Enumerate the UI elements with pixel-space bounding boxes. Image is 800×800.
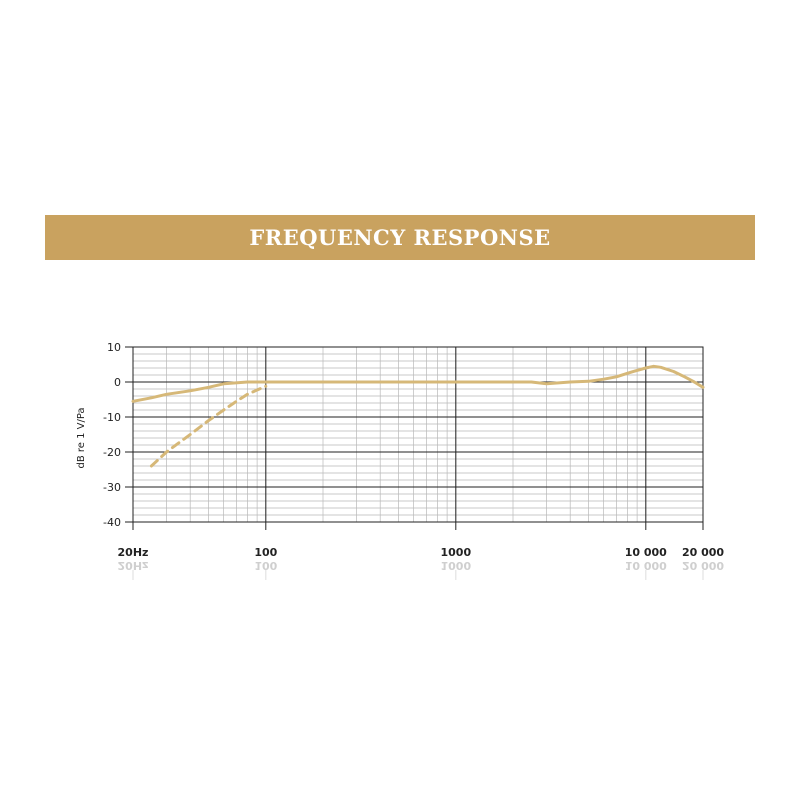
x-tick-label-reflection: 100 [254, 559, 277, 572]
series-line-solid [131, 364, 705, 403]
plot-frame [132, 346, 704, 523]
x-tick-label-reflection: 1000 [440, 559, 471, 572]
y-tick-label: -20 [103, 446, 121, 459]
x-tick-label-reflection: 10 000 [625, 559, 667, 572]
major-grid [125, 346, 704, 530]
y-axis-label: dB re 1 V/Pa [76, 407, 87, 468]
x-tick-label-reflection: 20Hz [118, 559, 149, 572]
y-tick-label: -10 [103, 411, 121, 424]
y-tick-label: 0 [114, 376, 121, 389]
header-banner: FREQUENCY RESPONSE [45, 215, 755, 260]
x-tick-label: 100 [254, 546, 277, 559]
y-tick-label: -40 [103, 516, 121, 529]
series-line-dashed [149, 384, 268, 468]
x-tick-label: 1000 [440, 546, 471, 559]
x-tick-label: 20 000 [682, 546, 724, 559]
y-tick-label: -30 [103, 481, 121, 494]
minor-grid [132, 346, 704, 523]
page-title: FREQUENCY RESPONSE [249, 225, 551, 250]
y-tick-label: 10 [107, 341, 121, 354]
axis-labels: 100-10-20-30-4020Hz20Hz1001001000100010 … [103, 341, 724, 580]
x-tick-label-reflection: 20 000 [682, 559, 724, 572]
series-layer [131, 364, 705, 468]
x-tick-label: 20Hz [118, 546, 149, 559]
x-tick-label: 10 000 [625, 546, 667, 559]
